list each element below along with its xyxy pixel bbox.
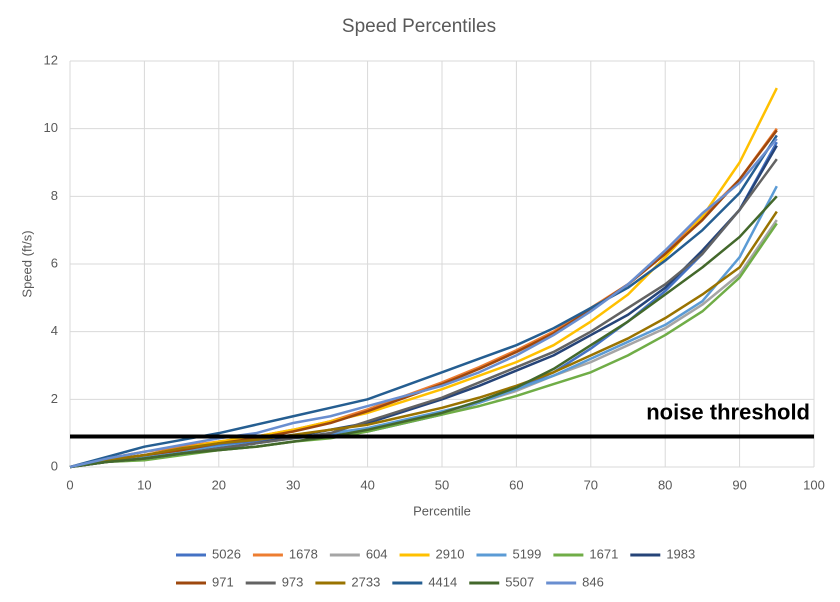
y-tick-label: 10 (44, 120, 58, 135)
legend-item: 1678 (252, 546, 318, 561)
legend-label: 1983 (666, 546, 695, 561)
chart-title: Speed Percentiles (342, 16, 496, 37)
legend-label: 1671 (589, 546, 618, 561)
legend-label: 5199 (512, 546, 541, 561)
y-tick-label: 6 (51, 255, 58, 270)
x-tick-label: 50 (435, 477, 449, 492)
legend-item: 846 (546, 574, 604, 589)
x-tick-label: 30 (286, 477, 300, 492)
legend-item: 2733 (315, 574, 380, 589)
series-line (69, 138, 778, 469)
legend-label: 2910 (436, 546, 465, 561)
series-line (69, 210, 778, 469)
legend-label: 2733 (351, 574, 380, 589)
threshold-label: noise threshold (646, 399, 810, 424)
series-line (69, 222, 778, 469)
legend-item: 1983 (630, 546, 695, 561)
legend-label: 604 (366, 546, 388, 561)
legend-item: 5199 (476, 546, 541, 561)
x-tick-label: 90 (732, 477, 746, 492)
series-line (69, 134, 778, 469)
x-tick-label: 70 (584, 477, 598, 492)
x-tick-label: 60 (509, 477, 523, 492)
x-tick-label: 10 (137, 477, 151, 492)
legend-item: 971 (176, 574, 234, 589)
y-tick-label: 2 (51, 391, 58, 406)
series-line (69, 185, 778, 469)
legend-label: 5026 (212, 546, 241, 561)
series-line (69, 195, 778, 469)
legend-item: 973 (245, 574, 304, 589)
x-tick-label: 80 (658, 477, 672, 492)
x-tick-label: 100 (803, 477, 825, 492)
y-tick-label: 12 (44, 52, 58, 67)
legend-label: 971 (212, 574, 234, 589)
legend-item: 5507 (469, 574, 534, 589)
x-tick-label: 40 (360, 477, 374, 492)
y-axis-label: Speed (ft/s) (19, 230, 34, 297)
legend-item: 2910 (399, 546, 465, 561)
legend-label: 973 (282, 574, 304, 589)
y-tick-label: 4 (51, 323, 58, 338)
y-tick-label: 0 (51, 458, 58, 473)
legend-label: 4414 (428, 574, 457, 589)
legend-item: 4414 (392, 574, 457, 589)
x-axis-label: Percentile (413, 503, 471, 518)
legend-item: 1671 (553, 546, 618, 561)
legend-item: 5026 (176, 546, 241, 561)
x-tick-label: 20 (212, 477, 226, 492)
legend-label: 1678 (289, 546, 318, 561)
legend-label: 846 (582, 574, 604, 589)
legend-label: 5507 (505, 574, 534, 589)
x-tick-label: 0 (66, 477, 73, 492)
legend-item: 604 (329, 546, 388, 561)
y-tick-label: 8 (51, 188, 58, 203)
